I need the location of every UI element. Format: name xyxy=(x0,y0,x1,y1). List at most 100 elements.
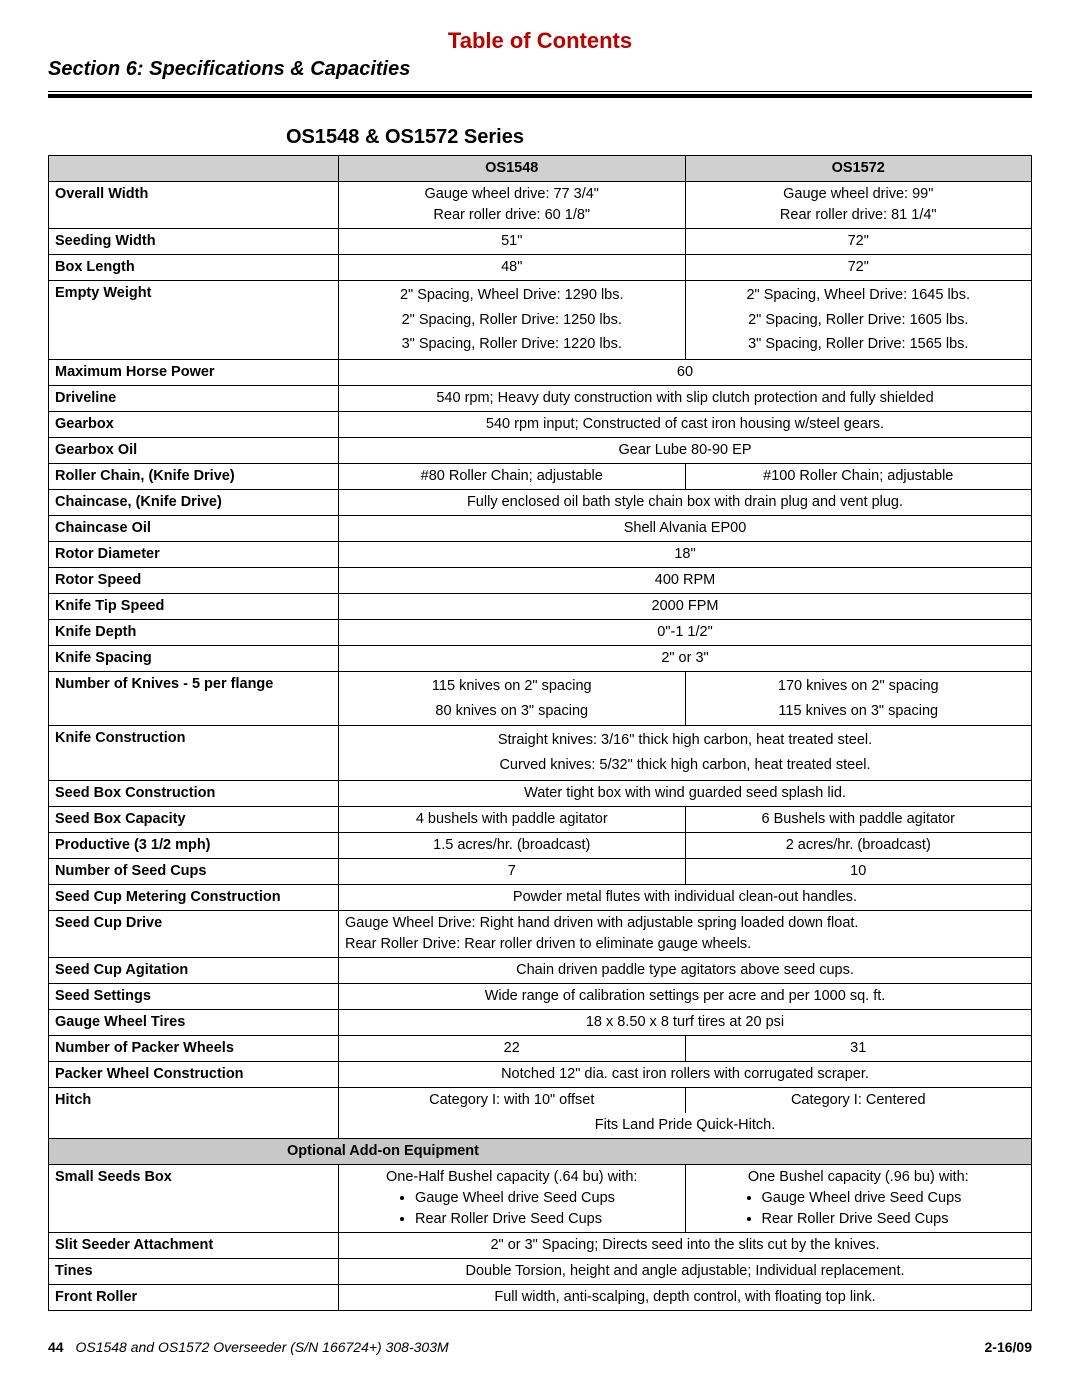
cell: 72" xyxy=(685,255,1032,281)
cell: 2" Spacing, Wheel Drive: 1290 lbs. 2" Sp… xyxy=(339,281,686,360)
cell: Powder metal flutes with individual clea… xyxy=(339,884,1032,910)
page-number: 44 xyxy=(48,1339,64,1355)
series-title: OS1548 & OS1572 Series xyxy=(48,126,1032,149)
row-label: Productive (3 1/2 mph) xyxy=(49,832,339,858)
spec-table: OS1548 OS1572 Overall Width Gauge wheel … xyxy=(48,155,1032,1311)
row-label: Gearbox Oil xyxy=(49,438,339,464)
cell: 48" xyxy=(339,255,686,281)
list-item: Gauge Wheel drive Seed Cups xyxy=(762,1188,1026,1209)
row-label: Front Roller xyxy=(49,1285,339,1311)
cell: 31 xyxy=(685,1035,1032,1061)
row-label: Seed Cup Agitation xyxy=(49,957,339,983)
row-label: Seed Box Construction xyxy=(49,780,339,806)
text: One-Half Bushel capacity (.64 bu) with: xyxy=(345,1167,679,1188)
cell: 60 xyxy=(339,360,1032,386)
cell: Category I: with 10" offset xyxy=(339,1087,686,1113)
toc-link[interactable]: Table of Contents xyxy=(48,28,1032,54)
rule-thick xyxy=(48,94,1032,98)
row-label: Knife Construction xyxy=(49,726,339,780)
row-label: Knife Tip Speed xyxy=(49,594,339,620)
cell: One-Half Bushel capacity (.64 bu) with: … xyxy=(339,1164,686,1232)
cell: Category I: Centered xyxy=(685,1087,1032,1113)
cell: 540 rpm; Heavy duty construction with sl… xyxy=(339,386,1032,412)
row-label: Gauge Wheel Tires xyxy=(49,1009,339,1035)
cell: #100 Roller Chain; adjustable xyxy=(685,464,1032,490)
row-label: Tines xyxy=(49,1259,339,1285)
row-label: Rotor Diameter xyxy=(49,542,339,568)
cell: 22 xyxy=(339,1035,686,1061)
cell: Straight knives: 3/16" thick high carbon… xyxy=(339,726,1032,780)
row-label: Small Seeds Box xyxy=(49,1164,339,1232)
cell: Chain driven paddle type agitators above… xyxy=(339,957,1032,983)
list-item: Gauge Wheel drive Seed Cups xyxy=(415,1188,679,1209)
cell: 0"-1 1/2" xyxy=(339,620,1032,646)
row-label: Knife Spacing xyxy=(49,646,339,672)
cell: Fits Land Pride Quick-Hitch. xyxy=(339,1113,1032,1139)
row-label: Gearbox xyxy=(49,412,339,438)
row-label: Driveline xyxy=(49,386,339,412)
cell: 2" or 3" xyxy=(339,646,1032,672)
cell: Shell Alvania EP00 xyxy=(339,516,1032,542)
cell: One Bushel capacity (.96 bu) with: Gauge… xyxy=(685,1164,1032,1232)
revision-date: 2-16/09 xyxy=(985,1339,1032,1355)
row-label: Hitch xyxy=(49,1087,339,1138)
cell: 10 xyxy=(685,858,1032,884)
cell: Water tight box with wind guarded seed s… xyxy=(339,780,1032,806)
row-label: Seed Box Capacity xyxy=(49,806,339,832)
cell: 18 x 8.50 x 8 turf tires at 20 psi xyxy=(339,1009,1032,1035)
cell: Notched 12" dia. cast iron rollers with … xyxy=(339,1061,1032,1087)
cell: 72" xyxy=(685,229,1032,255)
list-item: Rear Roller Drive Seed Cups xyxy=(762,1209,1026,1230)
row-label: Slit Seeder Attachment xyxy=(49,1233,339,1259)
cell: 170 knives on 2" spacing 115 knives on 3… xyxy=(685,672,1032,726)
cell: 6 Bushels with paddle agitator xyxy=(685,806,1032,832)
cell: 18" xyxy=(339,542,1032,568)
row-label: Rotor Speed xyxy=(49,568,339,594)
cell: 7 xyxy=(339,858,686,884)
row-label: Packer Wheel Construction xyxy=(49,1061,339,1087)
cell: 2 acres/hr. (broadcast) xyxy=(685,832,1032,858)
cell: Gauge wheel drive: 77 3/4" Rear roller d… xyxy=(339,182,686,229)
row-label: Seed Settings xyxy=(49,983,339,1009)
cell: Full width, anti-scalping, depth control… xyxy=(339,1285,1032,1311)
header-os1548: OS1548 xyxy=(339,156,686,182)
row-label: Maximum Horse Power xyxy=(49,360,339,386)
cell: 2000 FPM xyxy=(339,594,1032,620)
cell: 2" Spacing, Wheel Drive: 1645 lbs. 2" Sp… xyxy=(685,281,1032,360)
row-label: Chaincase Oil xyxy=(49,516,339,542)
cell: 115 knives on 2" spacing 80 knives on 3"… xyxy=(339,672,686,726)
cell: Double Torsion, height and angle adjusta… xyxy=(339,1259,1032,1285)
section-optional: Optional Add-on Equipment xyxy=(49,1138,1032,1164)
cell: #80 Roller Chain; adjustable xyxy=(339,464,686,490)
cell: Wide range of calibration settings per a… xyxy=(339,983,1032,1009)
row-label: Overall Width xyxy=(49,182,339,229)
row-label: Chaincase, (Knife Drive) xyxy=(49,490,339,516)
rule-thin xyxy=(48,91,1032,92)
page-footer: 44 OS1548 and OS1572 Overseeder (S/N 166… xyxy=(48,1339,1032,1355)
row-label: Seed Cup Metering Construction xyxy=(49,884,339,910)
doc-title: OS1548 and OS1572 Overseeder (S/N 166724… xyxy=(75,1339,448,1355)
cell: Gear Lube 80-90 EP xyxy=(339,438,1032,464)
row-label: Seed Cup Drive xyxy=(49,910,339,957)
row-label: Empty Weight xyxy=(49,281,339,360)
header-blank xyxy=(49,156,339,182)
row-label: Number of Packer Wheels xyxy=(49,1035,339,1061)
list-item: Rear Roller Drive Seed Cups xyxy=(415,1209,679,1230)
row-label: Roller Chain, (Knife Drive) xyxy=(49,464,339,490)
row-label: Number of Seed Cups xyxy=(49,858,339,884)
table-header-row: OS1548 OS1572 xyxy=(49,156,1032,182)
section-title: Section 6: Specifications & Capacities xyxy=(48,58,1032,81)
cell: Fully enclosed oil bath style chain box … xyxy=(339,490,1032,516)
text: One Bushel capacity (.96 bu) with: xyxy=(692,1167,1026,1188)
row-label: Seeding Width xyxy=(49,229,339,255)
row-label: Number of Knives - 5 per flange xyxy=(49,672,339,726)
cell: 51" xyxy=(339,229,686,255)
cell: 2" or 3" Spacing; Directs seed into the … xyxy=(339,1233,1032,1259)
row-label: Box Length xyxy=(49,255,339,281)
cell: 4 bushels with paddle agitator xyxy=(339,806,686,832)
cell: Gauge Wheel Drive: Right hand driven wit… xyxy=(339,910,1032,957)
row-label: Knife Depth xyxy=(49,620,339,646)
header-os1572: OS1572 xyxy=(685,156,1032,182)
cell: Gauge wheel drive: 99" Rear roller drive… xyxy=(685,182,1032,229)
cell: 540 rpm input; Constructed of cast iron … xyxy=(339,412,1032,438)
